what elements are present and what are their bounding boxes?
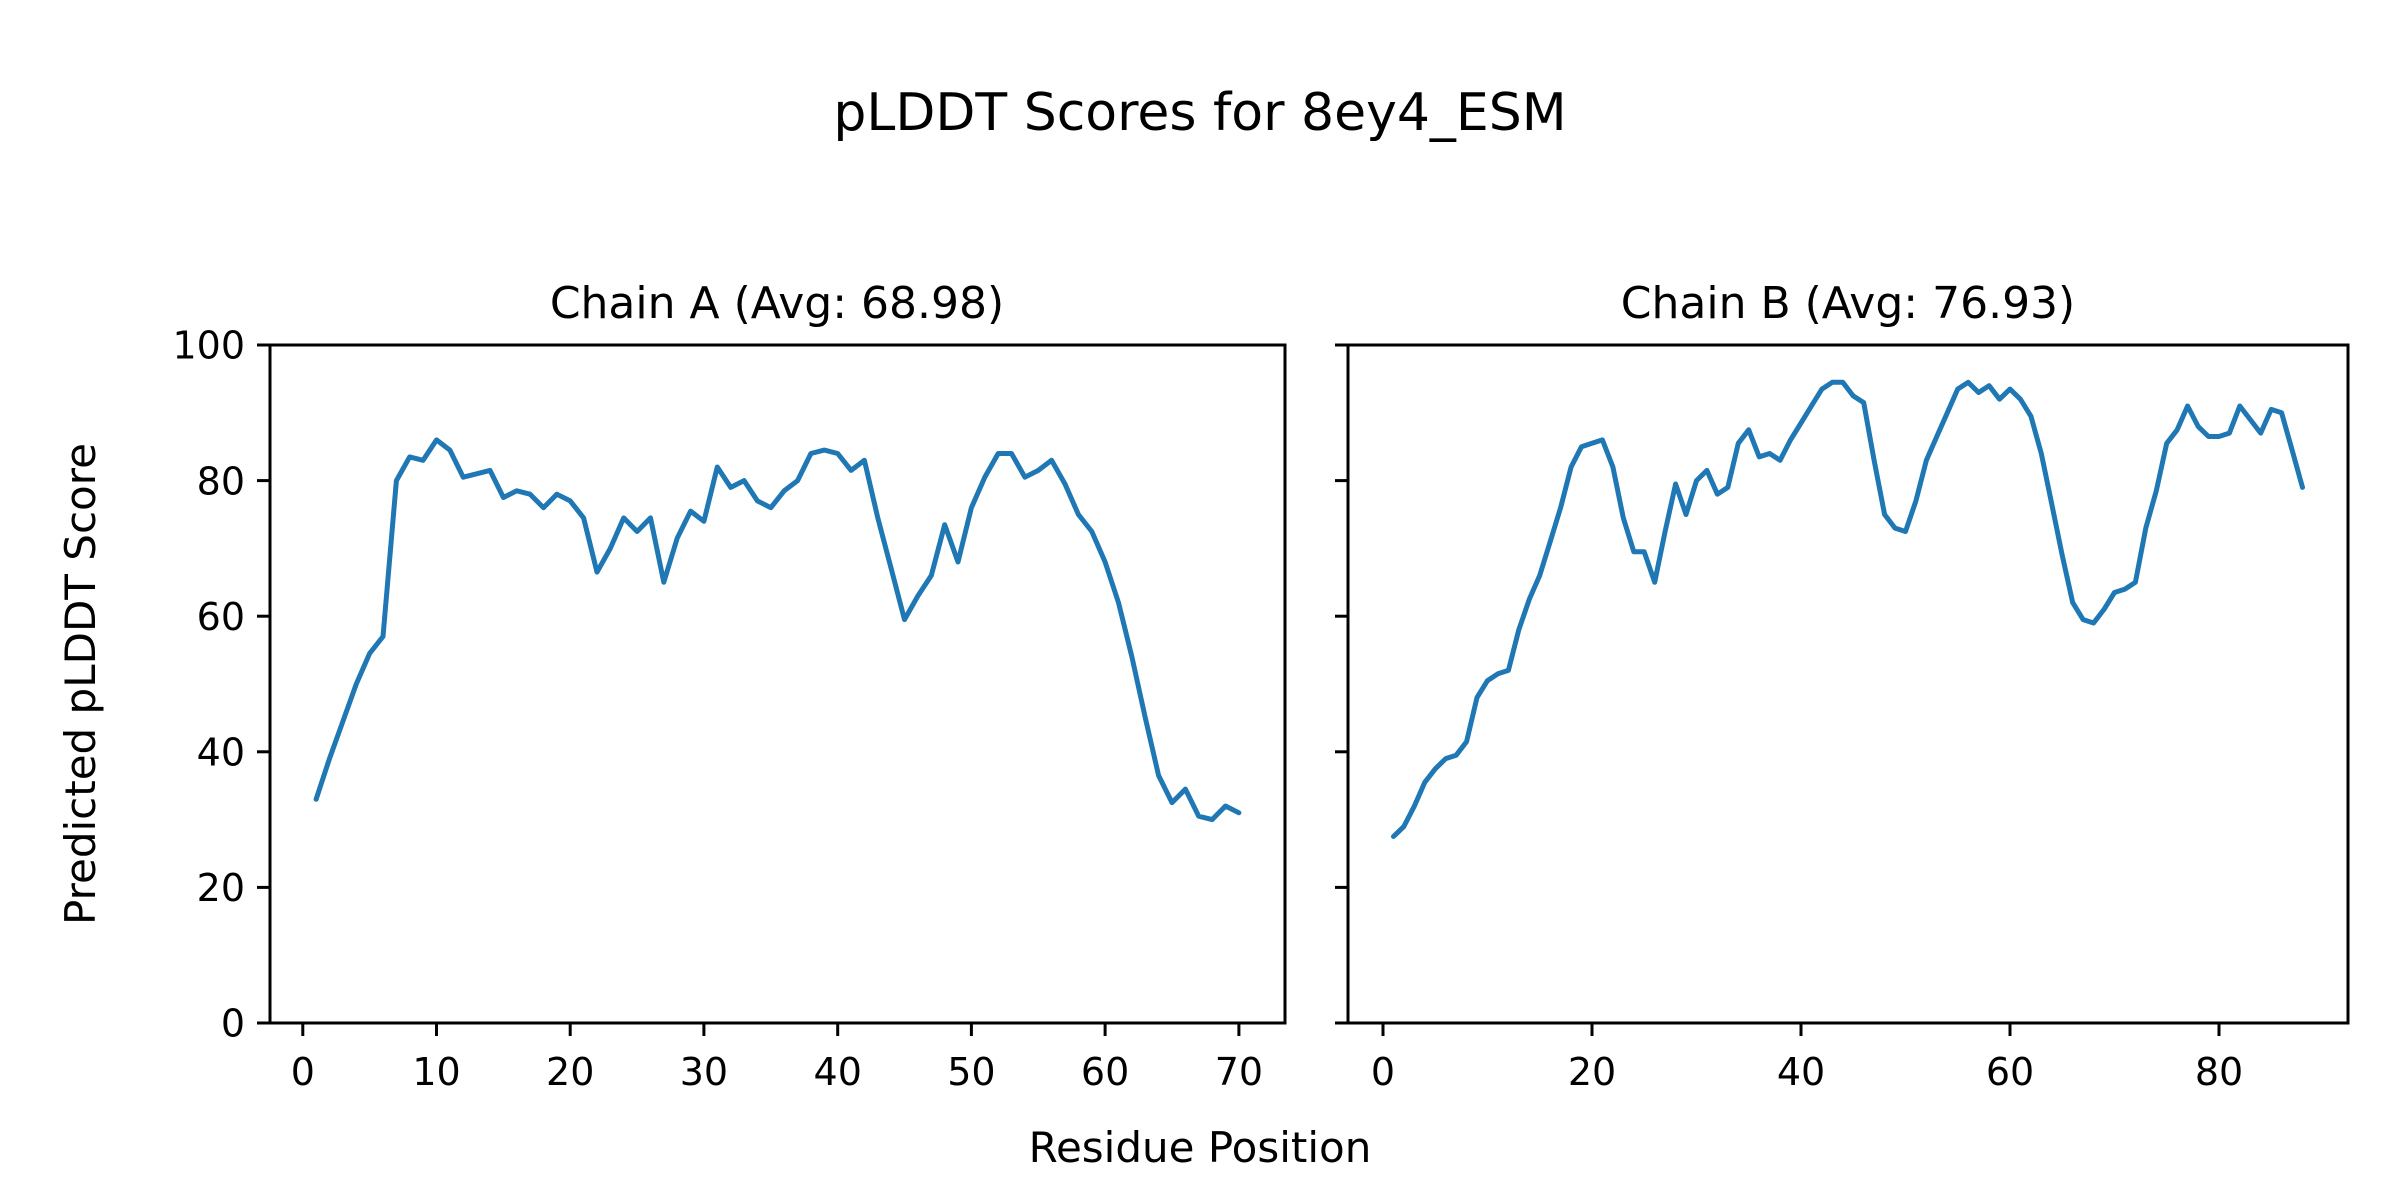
figure-title: pLDDT Scores for 8ey4_ESM [833, 83, 1566, 143]
x-tick-label: 80 [2195, 1050, 2243, 1094]
panel-b-title: Chain B (Avg: 76.93) [1621, 278, 2075, 329]
x-tick-label: 50 [947, 1050, 995, 1094]
x-tick-label: 0 [1371, 1050, 1395, 1094]
x-tick-label: 60 [1986, 1050, 2034, 1094]
x-axis-label: Residue Position [1029, 1123, 1372, 1172]
x-tick-label: 60 [1081, 1050, 1129, 1094]
y-tick-label: 20 [197, 866, 245, 910]
y-tick-label: 100 [172, 324, 245, 368]
panel-b-plot-border [1346, 343, 2350, 1025]
panel-b-y-ticks [1335, 343, 1348, 1025]
x-tick-label: 30 [680, 1050, 728, 1094]
panel-chain-b: Chain B (Avg: 76.93) 0 20 40 60 80 [1335, 278, 2350, 1094]
panel-a-x-ticks: 0 10 20 30 40 50 60 70 [291, 1023, 1263, 1094]
panel-chain-a: Chain A (Avg: 68.98) 0 10 20 30 40 50 60 70 0 20… [172, 278, 1287, 1094]
panel-b-x-ticks: 0 20 40 60 80 [1371, 1023, 2243, 1094]
panel-a-plot-border [268, 343, 1287, 1025]
x-tick-label: 10 [412, 1050, 460, 1094]
y-tick-label: 40 [197, 730, 245, 774]
y-axis-label: Predicted pLDDT Score [56, 443, 105, 925]
x-tick-label: 0 [291, 1050, 315, 1094]
x-tick-label: 20 [1568, 1050, 1616, 1094]
panel-b-plddt-line [1391, 379, 2305, 839]
y-tick-label: 80 [197, 459, 245, 503]
x-tick-label: 70 [1215, 1050, 1263, 1094]
panel-a-title: Chain A (Avg: 68.98) [550, 278, 1004, 329]
y-tick-label: 0 [221, 1002, 245, 1046]
panel-a-y-ticks: 0 20 40 60 80 100 [172, 324, 270, 1046]
y-tick-label: 60 [197, 595, 245, 639]
panel-a-plddt-line [313, 437, 1242, 823]
x-tick-label: 40 [814, 1050, 862, 1094]
x-tick-label: 20 [546, 1050, 594, 1094]
x-tick-label: 40 [1777, 1050, 1825, 1094]
